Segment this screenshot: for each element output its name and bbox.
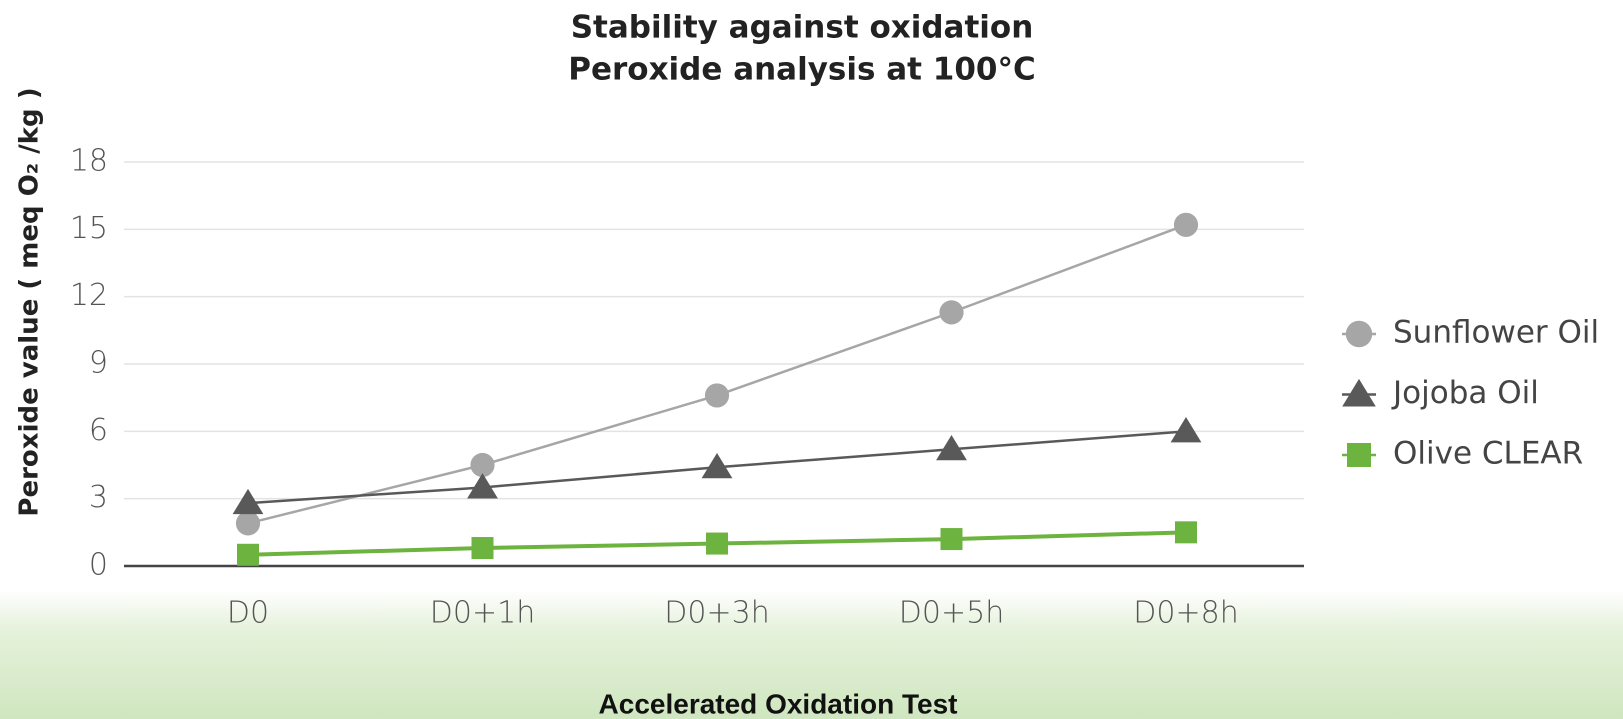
marker xyxy=(936,434,967,461)
x-tick-label: D0+3h xyxy=(664,596,769,631)
marker xyxy=(470,452,495,478)
marker xyxy=(706,532,728,555)
y-axis-label: Peroxide value ( meq O₂ /kg ) xyxy=(15,87,45,516)
y-tick-label: 15 xyxy=(70,211,108,246)
legend-label: Jojoba Oil xyxy=(1391,375,1539,411)
x-tick-label: D0 xyxy=(227,596,269,631)
marker xyxy=(471,537,494,560)
chart-subtitle: Peroxide analysis at 100°C xyxy=(568,52,1036,88)
marker xyxy=(1175,521,1197,544)
legend-label: Olive CLEAR xyxy=(1393,436,1583,472)
marker xyxy=(232,488,264,515)
y-tick-label: 6 xyxy=(89,413,108,448)
y-tick-label: 12 xyxy=(70,278,108,313)
x-tick-label: D0+8h xyxy=(1133,596,1238,631)
marker xyxy=(704,383,730,408)
legend-label: Sunflower Oil xyxy=(1393,315,1599,351)
marker xyxy=(235,511,261,536)
caption: Accelerated Oxidation Test xyxy=(599,688,958,719)
y-tick-label: 18 xyxy=(70,144,108,179)
legend-marker xyxy=(1342,378,1376,407)
legend-marker xyxy=(1345,320,1373,348)
caption-band xyxy=(0,590,1623,719)
y-tick-label: 9 xyxy=(89,346,108,381)
x-tick-label: D0+5h xyxy=(899,596,1004,631)
y-tick-label: 0 xyxy=(89,548,108,583)
marker xyxy=(1170,417,1202,443)
marker xyxy=(701,452,733,479)
marker xyxy=(940,528,963,551)
x-tick-label: D0+1h xyxy=(430,596,535,631)
marker xyxy=(939,300,964,325)
marker xyxy=(467,473,498,499)
marker xyxy=(237,543,259,566)
y-tick-label: 3 xyxy=(89,480,108,515)
chart-title: Stability against oxidation xyxy=(571,10,1034,46)
marker xyxy=(1173,212,1199,237)
legend-marker xyxy=(1347,443,1371,467)
